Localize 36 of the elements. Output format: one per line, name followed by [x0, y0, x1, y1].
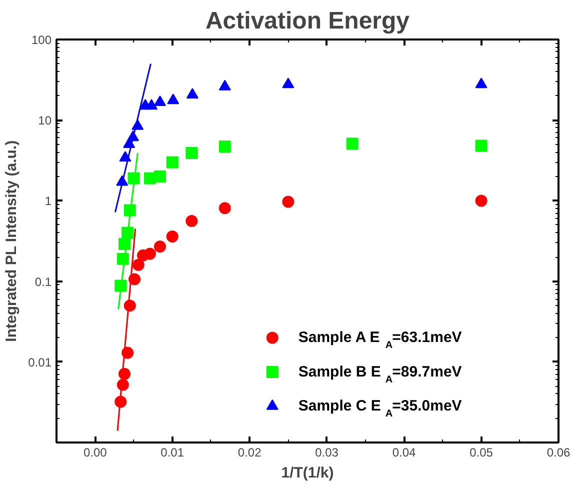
y-tick-label: 10 — [38, 114, 52, 128]
x-axis-title: 1/T(1/k) — [281, 464, 334, 482]
point — [186, 88, 198, 98]
point — [282, 78, 294, 88]
point — [282, 196, 294, 208]
y-axis-title: Integrated PL Intensity (a.u.) — [3, 140, 20, 342]
x-tick-label: 0.06 — [546, 446, 571, 460]
point — [346, 138, 358, 150]
point — [132, 258, 144, 271]
point — [166, 156, 178, 168]
point — [154, 96, 166, 106]
point — [186, 147, 198, 160]
point — [145, 99, 158, 110]
point — [186, 215, 198, 227]
x-tick-label: 0.02 — [238, 446, 262, 460]
x-tick-label: 0.01 — [160, 446, 184, 460]
x-tick-label: 0.03 — [315, 446, 339, 460]
y-tick-label: 1 — [44, 194, 52, 208]
point — [475, 194, 488, 207]
point — [167, 94, 180, 104]
y-tick-label: 0.01 — [28, 355, 52, 370]
chart-title: Activation Energy — [205, 8, 410, 34]
point — [144, 248, 156, 260]
point — [218, 202, 231, 214]
point — [154, 240, 166, 253]
point — [154, 170, 166, 182]
point — [475, 78, 488, 88]
point — [218, 140, 231, 153]
x-tick-label: 0.05 — [470, 446, 494, 460]
x-tick-label: 0.00 — [83, 446, 108, 460]
point — [475, 140, 488, 152]
point — [166, 230, 178, 242]
y-tick-label: 0.1 — [34, 274, 52, 289]
y-tick-label: 100 — [31, 33, 52, 47]
point — [218, 80, 231, 90]
x-tick-label: 0.04 — [392, 446, 416, 460]
